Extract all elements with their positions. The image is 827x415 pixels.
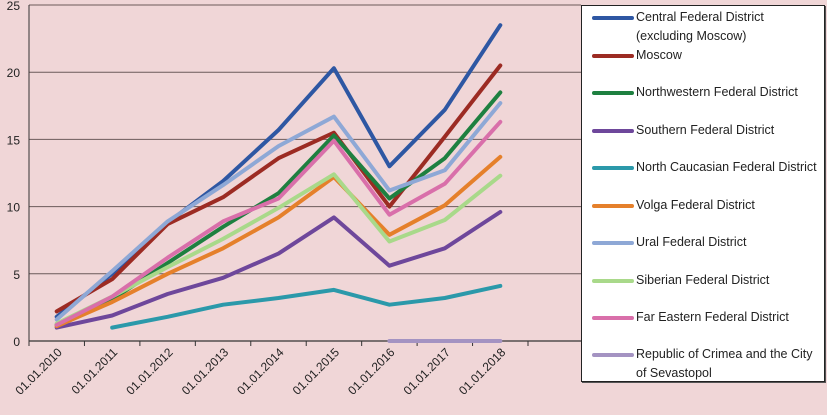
legend-swatch <box>592 16 634 20</box>
series-line <box>54 172 503 326</box>
legend-label: Moscow <box>636 48 682 62</box>
legend-item: Northwestern Federal District <box>592 83 821 102</box>
legend-item: North Caucasian Federal District <box>592 158 821 177</box>
series-line <box>54 101 503 322</box>
x-tick-label: 01.01.2016 <box>345 345 398 398</box>
legend-swatch <box>592 54 634 58</box>
legend-label: Republic of Crimea and the City of Sevas… <box>636 347 813 380</box>
x-tick-label: 01.01.2013 <box>179 345 232 398</box>
chart-legend: Central Federal District (excluding Mosc… <box>581 5 825 382</box>
series-line <box>54 63 503 314</box>
legend-item: Ural Federal District <box>592 233 821 252</box>
x-tick-label: 01.01.2018 <box>456 345 509 398</box>
y-tick-label: 15 <box>7 133 21 147</box>
legend-item: Volga Federal District <box>592 196 821 215</box>
x-tick-label: 01.01.2017 <box>401 345 454 398</box>
legend-item: Central Federal District (excluding Mosc… <box>592 8 821 46</box>
legend-swatch <box>592 91 634 95</box>
y-tick-label: 0 <box>13 335 20 349</box>
legend-label: Northwestern Federal District <box>636 85 798 99</box>
legend-item: Republic of Crimea and the City of Sevas… <box>592 345 821 383</box>
legend-swatch <box>592 353 634 357</box>
y-tick-label: 5 <box>13 268 20 282</box>
x-tick-label: 01.01.2012 <box>123 345 176 398</box>
legend-swatch <box>592 241 634 245</box>
legend-label: Siberian Federal District <box>636 273 770 287</box>
legend-label: Southern Federal District <box>636 123 775 137</box>
y-tick-label: 25 <box>7 0 21 13</box>
legend-label: Central Federal District (excluding Mosc… <box>636 10 764 43</box>
series-line <box>54 23 503 319</box>
legend-item: Siberian Federal District <box>592 271 821 290</box>
legend-swatch <box>592 279 634 283</box>
y-tick-label: 20 <box>7 66 21 80</box>
legend-item: Moscow <box>592 46 821 65</box>
legend-label: North Caucasian Federal District <box>636 160 817 174</box>
series-line <box>54 210 503 330</box>
series-line <box>54 119 503 327</box>
legend-swatch <box>592 166 634 170</box>
legend-swatch <box>592 204 634 208</box>
legend-swatch <box>592 129 634 133</box>
legend-label: Volga Federal District <box>636 198 755 212</box>
y-tick-label: 10 <box>7 201 21 215</box>
series-line <box>54 154 503 329</box>
x-tick-label: 01.01.2014 <box>234 345 287 398</box>
series-line <box>110 283 503 330</box>
legend-label: Ural Federal District <box>636 235 747 249</box>
legend-label: Far Eastern Federal District <box>636 310 789 324</box>
legend-item: Far Eastern Federal District <box>592 308 821 327</box>
legend-swatch <box>592 316 634 320</box>
x-tick-label: 01.01.2011 <box>69 345 121 397</box>
x-tick-label: 01.01.2015 <box>290 345 343 398</box>
x-tick-label: 01.01.2010 <box>12 345 65 398</box>
legend-item: Southern Federal District <box>592 121 821 140</box>
